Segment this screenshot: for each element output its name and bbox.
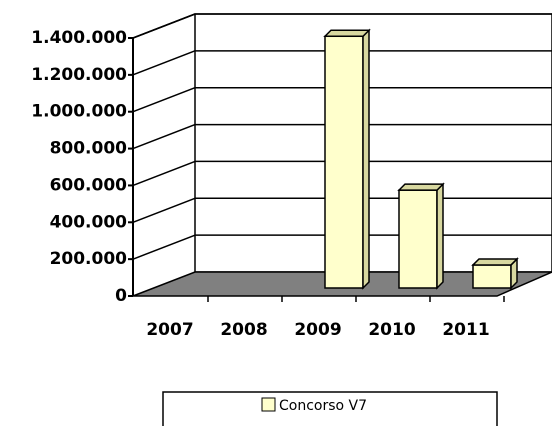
- x-tick-label: 2011: [442, 320, 489, 340]
- bar-face: [398, 189, 438, 289]
- y-tick-label: 400.000: [50, 212, 128, 232]
- x-tick-label: 2008: [220, 320, 267, 340]
- bar: [397, 182, 445, 290]
- grid-line: [132, 123, 196, 150]
- legend-box: [162, 391, 498, 426]
- y-tick-label: 1.200.000: [31, 65, 127, 85]
- bar: [323, 28, 371, 290]
- y-tick-label: 600.000: [50, 175, 128, 195]
- bar-face: [436, 182, 444, 290]
- grid-line: [132, 50, 196, 76]
- grid-line: [132, 197, 196, 223]
- y-tick-label: 1.000.000: [31, 102, 127, 122]
- x-tick-label: 2010: [368, 320, 415, 340]
- x-tick-label: 2007: [146, 320, 193, 340]
- back-wall: [194, 13, 552, 273]
- bar: [471, 257, 519, 290]
- legend-swatch: [261, 397, 276, 412]
- grid-line: [132, 234, 196, 260]
- bar-face: [324, 35, 364, 289]
- y-tick-label: 200.000: [50, 249, 128, 269]
- grid-line: [132, 160, 196, 187]
- y-tick-label: 800.000: [50, 139, 128, 159]
- legend-label: Concorso V7: [279, 398, 367, 414]
- x-tick-label: 2009: [294, 320, 341, 340]
- bar-face: [362, 28, 370, 290]
- bar-face: [323, 29, 371, 38]
- bar-face: [471, 258, 519, 266]
- grid-line: [132, 87, 196, 113]
- grid-line: [132, 13, 196, 39]
- bar-face: [472, 264, 512, 289]
- bar-face: [397, 183, 445, 191]
- y-tick-label: 0: [115, 286, 127, 306]
- y-tick-label: 1.400.000: [31, 28, 127, 48]
